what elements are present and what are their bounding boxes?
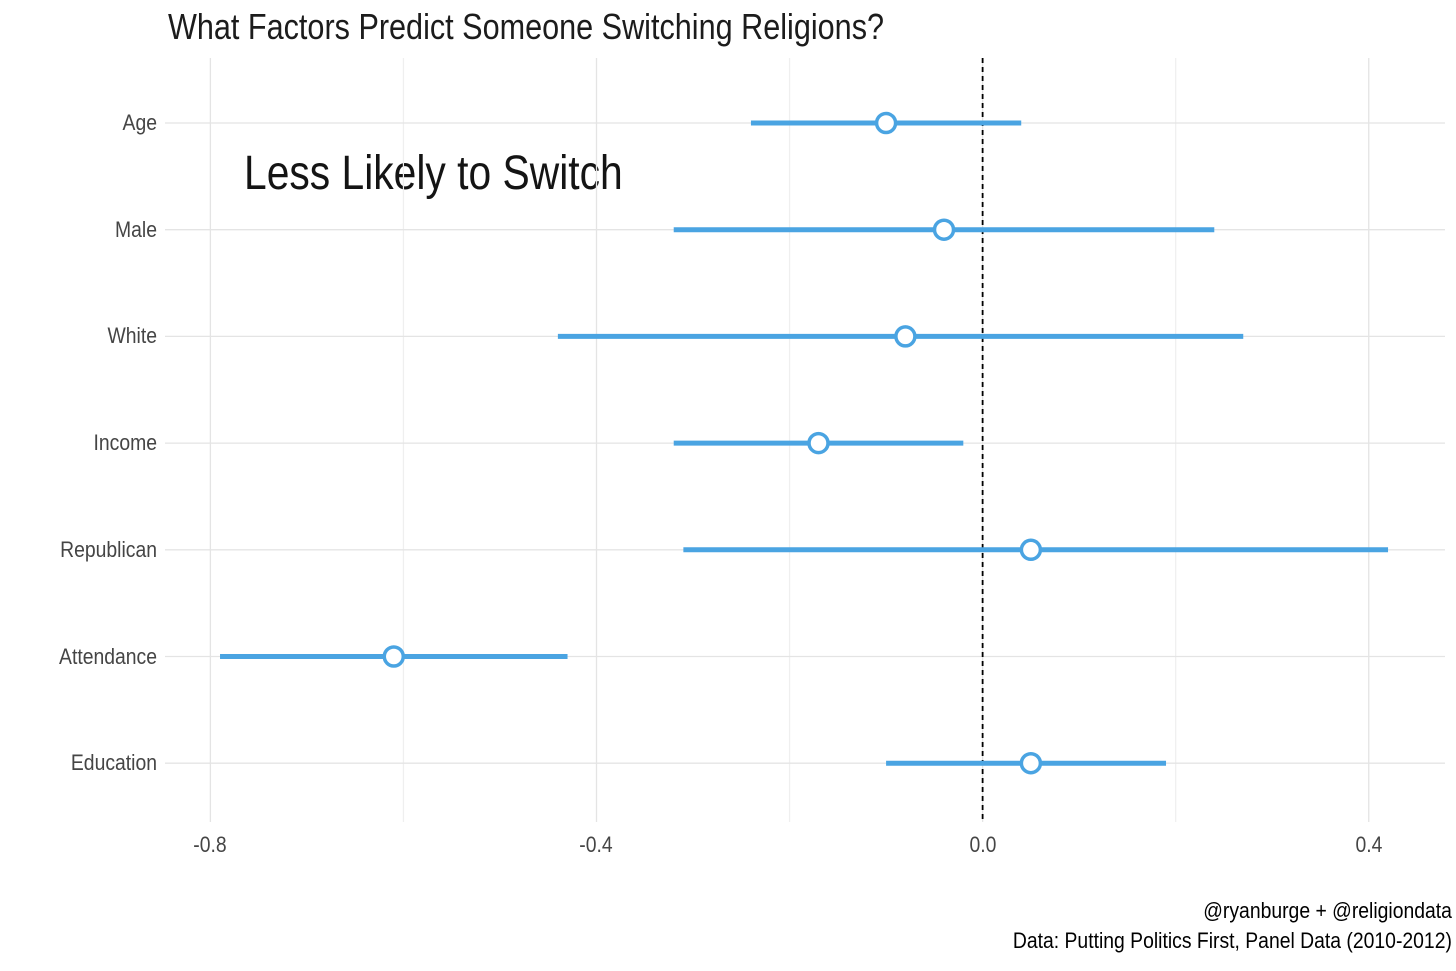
estimate-point-white xyxy=(894,325,917,348)
credit-authors: @ryanburge + @religiondata xyxy=(1203,898,1452,923)
y-axis-label-attendance: Attendance xyxy=(59,643,157,669)
estimate-point-attendance xyxy=(382,645,406,668)
x-axis-label--0.4: -0.4 xyxy=(579,832,614,857)
credit-source: Data: Putting Politics First, Panel Data… xyxy=(1012,928,1452,953)
y-axis-label-republican: Republican xyxy=(60,536,158,562)
annotation-less-likely: Less Likely to Switch xyxy=(244,147,623,200)
estimate-point-education xyxy=(1019,751,1043,775)
estimate-point-age xyxy=(874,111,898,135)
y-axis-label-age: Age xyxy=(122,110,157,135)
x-axis-label--0.8: -0.8 xyxy=(193,832,228,857)
estimate-point-income xyxy=(807,431,830,455)
y-axis-label-male: Male xyxy=(115,216,157,242)
x-axis-label-0.0: 0.0 xyxy=(969,832,997,857)
x-axis-label-0.4: 0.4 xyxy=(1355,832,1383,857)
y-axis-label-income: Income xyxy=(93,430,157,456)
y-axis-label-education: Education xyxy=(70,750,157,776)
y-axis-label-white: White xyxy=(107,323,157,349)
estimate-point-republican xyxy=(1019,538,1043,562)
chart-title: What Factors Predict Someone Switching R… xyxy=(168,6,885,47)
estimate-point-male xyxy=(932,218,956,241)
credits: @ryanburge + @religiondata Data: Putting… xyxy=(1013,896,1452,956)
